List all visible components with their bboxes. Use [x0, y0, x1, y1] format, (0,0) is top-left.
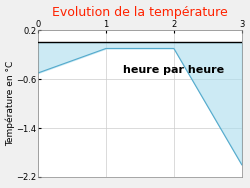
Text: heure par heure: heure par heure	[123, 65, 224, 75]
Title: Evolution de la température: Evolution de la température	[52, 6, 228, 19]
Y-axis label: Température en °C: Température en °C	[6, 61, 15, 146]
